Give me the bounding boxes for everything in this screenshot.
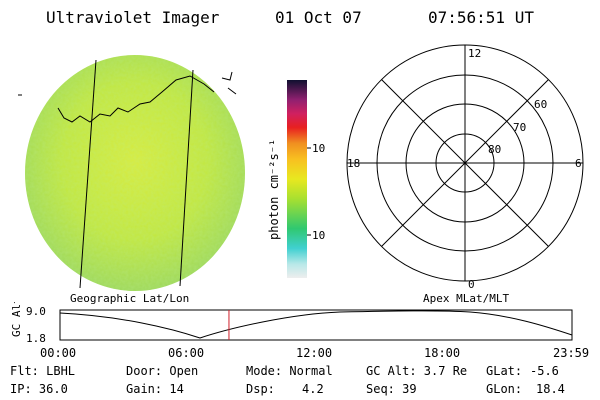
status-glat-value: -5.6: [530, 364, 559, 378]
orbit-frame: [59, 309, 573, 341]
date-label: 01 Oct 07: [275, 8, 362, 27]
status-glon-value: 18.4: [536, 382, 565, 396]
status-gain: Gain: 14: [126, 382, 184, 396]
lat-label-80: 80: [488, 143, 501, 156]
uv-disk-image: [18, 55, 245, 291]
status-filter: Flt: LBHL: [10, 364, 76, 378]
orbit-xtick-1800: 18:00: [424, 346, 461, 360]
status-gc-alt: GC Alt: 3.7 Re: [366, 364, 468, 378]
status-glat-label: GLat:: [486, 364, 523, 378]
orbit-left-caption: Geographic Lat/Lon: [70, 292, 190, 305]
status-dsp-value: 4.2: [302, 382, 324, 396]
colorbar: 100 10 photon cm⁻²s⁻¹: [267, 80, 325, 278]
boundary-fragment: [221, 71, 237, 95]
orbit-xtick-2359: 23:59: [553, 346, 590, 360]
status-seq: Seq: 39: [366, 382, 417, 396]
instrument-title: Ultraviolet Imager: [46, 8, 220, 27]
orbit-plot: GC Alt 9.0 1.8: [10, 302, 573, 344]
disk-texture: [25, 55, 245, 291]
status-dsp-label: Dsp:: [246, 382, 275, 396]
colorbar-gradient: [287, 80, 307, 278]
longitude-line-left: [79, 59, 97, 289]
orbit-xtick-0000: 00:00: [40, 346, 77, 360]
longitude-line-right: [179, 69, 194, 287]
status-glon-label: GLon:: [486, 382, 523, 396]
status-door: Door: Open: [126, 364, 199, 378]
orbit-ylabel: GC Alt: [10, 302, 23, 337]
orbit-ytick-bottom: 1.8: [26, 332, 46, 344]
lat-label-70: 70: [513, 121, 526, 134]
boundary-contour: [57, 75, 215, 123]
orbit-xtick-1200: 12:00: [296, 346, 333, 360]
status-ip: IP: 36.0: [10, 382, 68, 396]
polar-grid: 12 18 6 0 60 70 80: [346, 44, 584, 291]
colorbar-label-10: 10: [312, 229, 325, 242]
mlt-label-18: 18: [347, 157, 360, 170]
mlt-label-0: 0: [468, 278, 475, 291]
colorbar-unit: photon cm⁻²s⁻¹: [267, 139, 281, 240]
orbit-altitude-curve: [59, 310, 573, 339]
status-mode: Mode: Normal: [246, 364, 333, 378]
polar-diagonal-b: [381, 79, 549, 247]
mlt-label-6: 6: [575, 157, 582, 170]
mlt-label-12: 12: [468, 47, 481, 60]
orbit-right-caption: Apex MLat/MLT: [423, 292, 510, 305]
lat-label-60: 60: [534, 98, 547, 111]
time-label: 07:56:51 UT: [428, 8, 534, 27]
orbit-ytick-top: 9.0: [26, 305, 46, 318]
colorbar-label-100: 100: [312, 142, 325, 155]
orbit-xtick-0600: 06:00: [168, 346, 205, 360]
